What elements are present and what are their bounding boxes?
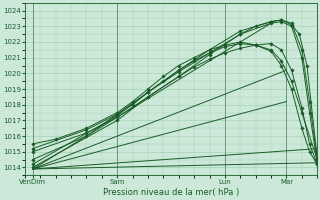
X-axis label: Pression niveau de la mer( hPa ): Pression niveau de la mer( hPa ) xyxy=(103,188,239,197)
